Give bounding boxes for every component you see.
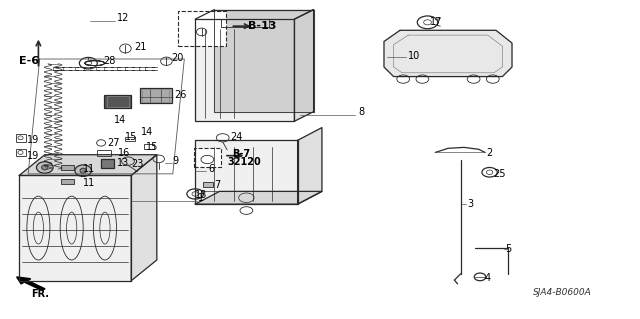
Polygon shape [294, 10, 314, 121]
Text: 27: 27 [108, 138, 120, 148]
Bar [104, 95, 131, 108]
Polygon shape [384, 30, 512, 77]
Text: 19: 19 [27, 135, 39, 145]
Polygon shape [19, 175, 131, 281]
Text: 28: 28 [104, 56, 116, 66]
Text: 18: 18 [195, 189, 207, 200]
Polygon shape [131, 155, 157, 281]
Text: 8: 8 [358, 107, 365, 117]
Text: 11: 11 [83, 164, 95, 174]
Text: 5: 5 [506, 244, 512, 254]
FancyArrow shape [17, 277, 45, 291]
Ellipse shape [42, 165, 48, 170]
Bar [203, 182, 213, 187]
Bar [61, 165, 74, 170]
Text: 4: 4 [484, 272, 491, 283]
Text: 14: 14 [141, 127, 153, 137]
Ellipse shape [36, 162, 53, 173]
Text: 17: 17 [430, 17, 442, 27]
Bar [101, 159, 114, 168]
Text: B-13: B-13 [248, 21, 276, 31]
Text: 21: 21 [134, 42, 147, 52]
Polygon shape [195, 19, 294, 121]
Text: 6: 6 [208, 164, 214, 174]
Text: 20: 20 [172, 53, 184, 63]
Text: 32120: 32120 [228, 157, 262, 167]
Bar [97, 150, 111, 156]
Text: 10: 10 [408, 51, 420, 61]
Text: 25: 25 [493, 169, 506, 179]
Ellipse shape [80, 168, 86, 173]
Text: B-7: B-7 [232, 149, 250, 159]
Text: 12: 12 [116, 12, 129, 23]
Text: 7: 7 [214, 180, 221, 190]
Polygon shape [195, 140, 298, 204]
Text: 11: 11 [83, 178, 95, 189]
Polygon shape [298, 128, 322, 204]
Bar [194, 148, 221, 167]
Bar [142, 89, 169, 102]
Bar [107, 96, 129, 107]
Text: FR.: FR. [31, 289, 49, 299]
Bar [125, 137, 135, 141]
Text: 14: 14 [114, 115, 126, 125]
Polygon shape [214, 10, 314, 112]
Text: 1: 1 [198, 193, 205, 203]
Text: 15: 15 [146, 142, 158, 152]
Text: 23: 23 [131, 159, 143, 169]
Text: 2: 2 [486, 148, 493, 158]
Text: 26: 26 [174, 90, 186, 100]
Ellipse shape [75, 165, 92, 176]
Bar [16, 149, 26, 156]
Text: SJA4-B0600A: SJA4-B0600A [532, 288, 591, 297]
Bar [61, 179, 74, 184]
Text: 13: 13 [117, 158, 129, 168]
Bar [144, 144, 154, 149]
Text: 16: 16 [118, 148, 131, 158]
Text: 9: 9 [173, 156, 179, 166]
Text: 15: 15 [125, 132, 137, 142]
Bar [178, 11, 226, 46]
Polygon shape [19, 155, 157, 175]
Text: E-6: E-6 [19, 56, 39, 66]
Bar [16, 134, 26, 142]
Text: 24: 24 [230, 132, 243, 142]
Bar [140, 88, 172, 103]
Polygon shape [195, 191, 322, 204]
Text: 3: 3 [467, 199, 474, 209]
Text: 19: 19 [27, 151, 39, 161]
